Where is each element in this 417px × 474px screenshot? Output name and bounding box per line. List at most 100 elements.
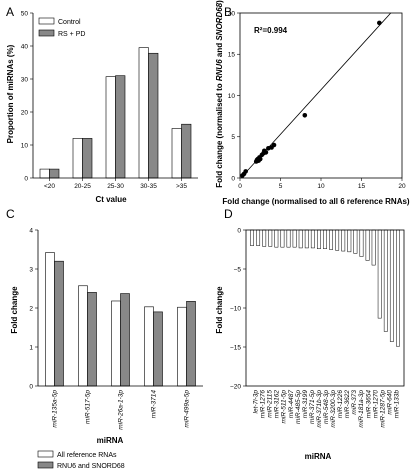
bar-d-22: [383, 229, 388, 332]
bar-d-13: [329, 229, 334, 250]
y-tick-label-b-2: 10: [228, 93, 236, 100]
y-tick-label-d-2: −10: [230, 305, 241, 312]
panel-a-bar-chart: <20 20-25 25-30 30-35 >35 0 10 20 30 40 50 Control…: [6, 10, 198, 204]
bar-a-rs-pd-35: [181, 123, 192, 179]
y-tick-label-d-0: 0: [237, 227, 241, 234]
bar-d-18: [359, 229, 364, 257]
y-tick-label-a-4: 40: [21, 43, 29, 50]
legend-c: All reference RNAs RNU6 and SNORD68: [37, 450, 125, 470]
y-tick-label-a-3: 30: [21, 76, 29, 83]
panel-letter-a: A: [6, 5, 14, 19]
y-tick-label-c-1: 1: [29, 344, 33, 351]
bar-a-rs-pd-20-25: [82, 138, 93, 179]
bar-d-23: [389, 229, 394, 342]
bar-d-3: [268, 229, 273, 247]
y-axis-label-c: Fold change: [10, 286, 19, 334]
y-tick-label-a-0: 0: [24, 175, 28, 182]
panel-c-bar-chart: miR-135a-5p miR-517-5p miR-26a-1-3p miR-371…: [10, 227, 203, 470]
x-tick-label-c-4: miR-499a-5p: [184, 390, 191, 428]
y-axis-label-b-part-5: ): [215, 0, 224, 3]
bar-c-rnu6-and-snord68-mir-135a-5p: [54, 260, 64, 387]
bar-a-rs-pd-30-35: [148, 52, 159, 179]
x-tick-label-d-11: miR-3200-3p: [330, 390, 337, 428]
bar-c-rnu6-and-snord68-mir-26a-1-3p: [120, 293, 130, 387]
bar-d-24: [396, 229, 400, 347]
x-tick-label-d-10: miR-548-3p: [323, 390, 330, 424]
x-tick-label-d-1: miR-1276: [260, 390, 267, 419]
x-tick-label-b-1: 5: [279, 183, 283, 190]
x-tick-label-d-16: miR-3654: [365, 390, 372, 419]
y-tick-label-d-3: −15: [230, 344, 241, 351]
bar-d-6: [286, 229, 291, 248]
x-tick-label-d-8: miR-371-5p: [309, 390, 316, 424]
bar-d-9: [304, 229, 309, 249]
scatter-point-b-2: [243, 169, 248, 174]
x-tick-label-d-12: miR-1226: [337, 390, 344, 419]
legend-label-rnu6-snord68: RNU6 and SNORD68: [57, 463, 125, 470]
y-tick-label-a-1: 10: [21, 142, 29, 149]
legend-swatch-rnu6-snord68: [37, 461, 54, 469]
legend-swatch-control: [38, 17, 55, 25]
x-tick-label-d-17: miR-1270: [372, 390, 379, 419]
y-axis-label-b-part-1: Fold change (normalised to: [215, 81, 224, 188]
legend-a: Control RS + PD: [38, 17, 85, 38]
x-tick-label-c-0: miR-135a-5p: [52, 390, 59, 428]
x-tick-label-d-14: miR-373: [351, 390, 358, 415]
x-tick-label-d-6: miR-485-5p: [295, 390, 302, 424]
scatter-point-b-16: [302, 113, 308, 118]
bar-a-control-25-30: [105, 76, 116, 179]
scatter-point-b-8: [257, 156, 263, 162]
bar-a-control-35: [171, 128, 182, 179]
y-axis-label-d: Fold change: [215, 286, 224, 334]
x-tick-label-d-0: let-7i-3p: [253, 390, 260, 414]
y-axis-label-b-part-3: and: [215, 41, 224, 60]
bar-d-11: [316, 229, 321, 249]
bar-c-all-reference-rnas-mir-499a-5p: [177, 306, 187, 387]
legend-label-all-reference: All reference RNAs: [57, 452, 117, 459]
bar-c-rnu6-and-snord68-mir-3714: [153, 311, 163, 387]
x-tick-label-d-15: miR-181a-3p: [358, 390, 365, 428]
x-tick-label-c-1: miR-517-5p: [85, 390, 92, 424]
x-tick-label-b-0: 0: [238, 183, 242, 190]
bar-d-8: [298, 229, 303, 249]
y-tick-label-c-0: 0: [29, 383, 33, 390]
x-tick-label-d-5: miR-4487: [288, 390, 295, 419]
legend-swatch-all-reference: [37, 450, 54, 458]
y-tick-label-c-4: 4: [29, 227, 33, 234]
y-tick-label-b-1: 5: [231, 134, 235, 141]
bar-c-all-reference-rnas-mir-3714: [144, 306, 154, 387]
bar-a-rs-pd-20: [49, 168, 60, 179]
x-tick-label-c-3: miR-3714: [151, 390, 158, 419]
legend-swatch-rs-pd: [38, 29, 55, 37]
x-tick-label-d-20: miR-133b: [393, 390, 400, 419]
bar-d-19: [365, 229, 370, 261]
y-axis-label-b: Fold change (normalised to RNU6 and SNOR…: [215, 0, 224, 188]
bar-d-12: [323, 229, 327, 249]
y-tick-label-a-2: 20: [21, 109, 29, 116]
x-axis-label-c: miRNA: [97, 436, 124, 445]
x-tick-label-a-0: <20: [44, 183, 55, 190]
panel-letter-d: D: [224, 207, 233, 221]
scatter-point-b-12: [263, 150, 269, 155]
panel-b-scatter-plot: 0 5 10 15 20 0 5 10 15 20 R²=0.994 Fold change (n…: [215, 0, 410, 206]
x-tick-label-b-3: 15: [358, 183, 366, 190]
y-tick-label-d-1: −5: [234, 266, 242, 273]
bar-d-2: [262, 229, 267, 247]
bar-d-15: [341, 229, 346, 252]
r-squared-annotation: R²=0.994: [254, 26, 288, 35]
y-axis-label-b-snord68: SNORD68: [215, 2, 224, 40]
bar-d-21: [377, 229, 382, 319]
x-tick-label-d-18: miR-1287-5p: [379, 390, 386, 428]
x-axis-label-d: miRNA: [305, 452, 332, 461]
x-tick-label-d-13: miR-3622: [344, 390, 351, 419]
x-tick-label-a-4: >35: [176, 183, 187, 190]
bar-d-7: [292, 229, 297, 248]
x-tick-label-d-7: miR-3199: [302, 390, 309, 419]
y-axis-label-b-rnu6: RNU6: [215, 59, 224, 81]
y-tick-label-c-3: 3: [29, 266, 33, 273]
x-axis-label-a: Ct value: [95, 195, 127, 204]
bar-c-all-reference-rnas-mir-517-5p: [78, 285, 88, 387]
bar-a-control-20: [39, 168, 50, 179]
bar-c-all-reference-rnas-mir-26a-1-3p: [111, 300, 121, 387]
